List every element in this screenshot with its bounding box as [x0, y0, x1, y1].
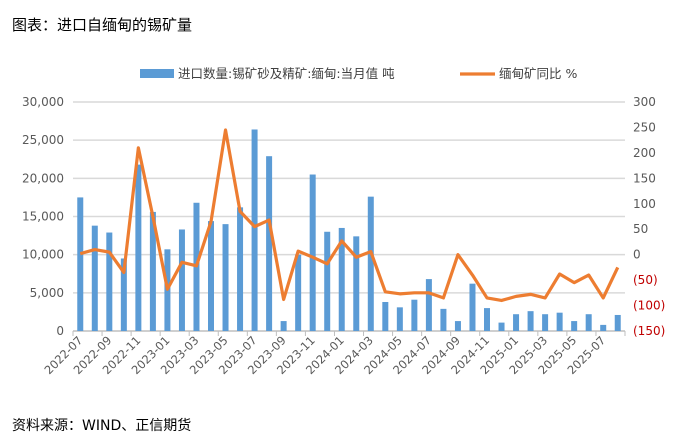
- left-axis-tick: 15,000: [22, 210, 64, 224]
- left-axis-tick: 30,000: [22, 95, 64, 109]
- bar: [411, 299, 418, 331]
- bar: [91, 225, 98, 331]
- bar: [585, 314, 592, 331]
- bar: [571, 321, 578, 331]
- bar: [295, 254, 302, 331]
- left-axis-tick: 0: [56, 324, 64, 338]
- bar: [120, 258, 127, 331]
- bar: [280, 321, 287, 331]
- chart-title: 图表：进口自缅甸的锡矿量: [12, 16, 193, 34]
- bar: [382, 301, 389, 331]
- legend-bar-swatch: [140, 69, 174, 78]
- bar: [556, 312, 563, 331]
- bar: [367, 196, 374, 331]
- bar: [542, 314, 549, 331]
- yoy-line: [79, 128, 620, 303]
- left-axis-tick: 25,000: [22, 133, 64, 147]
- bar: [425, 279, 432, 331]
- bar: [222, 224, 229, 331]
- left-axis-tick: 5,000: [30, 286, 64, 300]
- right-axis-tick: 100: [633, 197, 656, 211]
- bar: [266, 156, 273, 331]
- left-axis-tick: 20,000: [22, 171, 64, 185]
- left-axis-tick: 10,000: [22, 248, 64, 262]
- source-note: 资料来源：WIND、正信期货: [12, 418, 192, 434]
- right-axis-tick: 250: [633, 120, 656, 134]
- bar: [309, 174, 316, 331]
- bar: [498, 322, 505, 331]
- bar: [178, 229, 185, 331]
- bar: [208, 221, 214, 331]
- bar: [484, 308, 490, 331]
- bar: [353, 236, 360, 331]
- legend-bar-label: 进口数量:锡矿砂及精矿:缅甸:当月值 吨: [178, 66, 395, 81]
- bar: [135, 164, 142, 331]
- bar: [106, 232, 113, 331]
- bar: [77, 197, 84, 331]
- bar: [469, 283, 476, 331]
- bar: [237, 207, 244, 331]
- bar: [396, 307, 403, 331]
- bar: [600, 324, 607, 331]
- bar: [527, 311, 534, 331]
- bar: [149, 211, 156, 331]
- right-axis-tick: 0: [633, 248, 641, 262]
- legend-line-label: 缅甸矿同比 %: [499, 66, 577, 81]
- bar: [440, 308, 447, 331]
- right-axis-tick: (150): [633, 324, 665, 338]
- right-axis-tick: 150: [633, 171, 656, 185]
- right-axis-tick: (50): [633, 273, 658, 287]
- right-axis-tick: 300: [633, 95, 656, 109]
- bar: [513, 314, 520, 331]
- right-axis-tick: (100): [633, 299, 665, 313]
- right-axis-tick: 50: [633, 222, 648, 236]
- bar: [251, 129, 258, 331]
- bar: [338, 227, 345, 331]
- bar: [614, 314, 621, 331]
- right-axis-tick: 200: [633, 146, 656, 160]
- bar: [454, 321, 461, 331]
- bar: [324, 231, 331, 331]
